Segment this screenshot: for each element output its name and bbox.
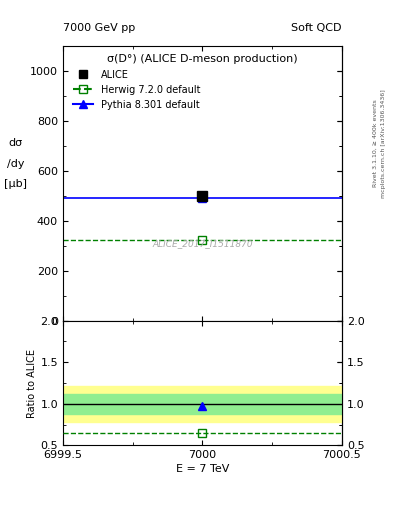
Text: 7000 GeV pp: 7000 GeV pp	[63, 23, 135, 33]
Text: ALICE_2017_I1511870: ALICE_2017_I1511870	[152, 239, 253, 248]
Text: [μb]: [μb]	[4, 179, 27, 189]
Text: mcplots.cern.ch [arXiv:1306.3436]: mcplots.cern.ch [arXiv:1306.3436]	[381, 89, 386, 198]
Text: σ(D°) (ALICE D-meson production): σ(D°) (ALICE D-meson production)	[107, 54, 298, 65]
Text: /dy: /dy	[7, 159, 24, 169]
Text: Rivet 3.1.10, ≥ 400k events: Rivet 3.1.10, ≥ 400k events	[373, 99, 378, 187]
Bar	[63, 386, 342, 422]
Text: dσ: dσ	[9, 138, 23, 148]
Legend: ALICE, Herwig 7.2.0 default, Pythia 8.301 default: ALICE, Herwig 7.2.0 default, Pythia 8.30…	[70, 68, 203, 113]
X-axis label: E = 7 TeV: E = 7 TeV	[176, 464, 229, 475]
Y-axis label: Ratio to ALICE: Ratio to ALICE	[28, 349, 37, 418]
Text: Soft QCD: Soft QCD	[292, 23, 342, 33]
Bar	[63, 394, 342, 414]
